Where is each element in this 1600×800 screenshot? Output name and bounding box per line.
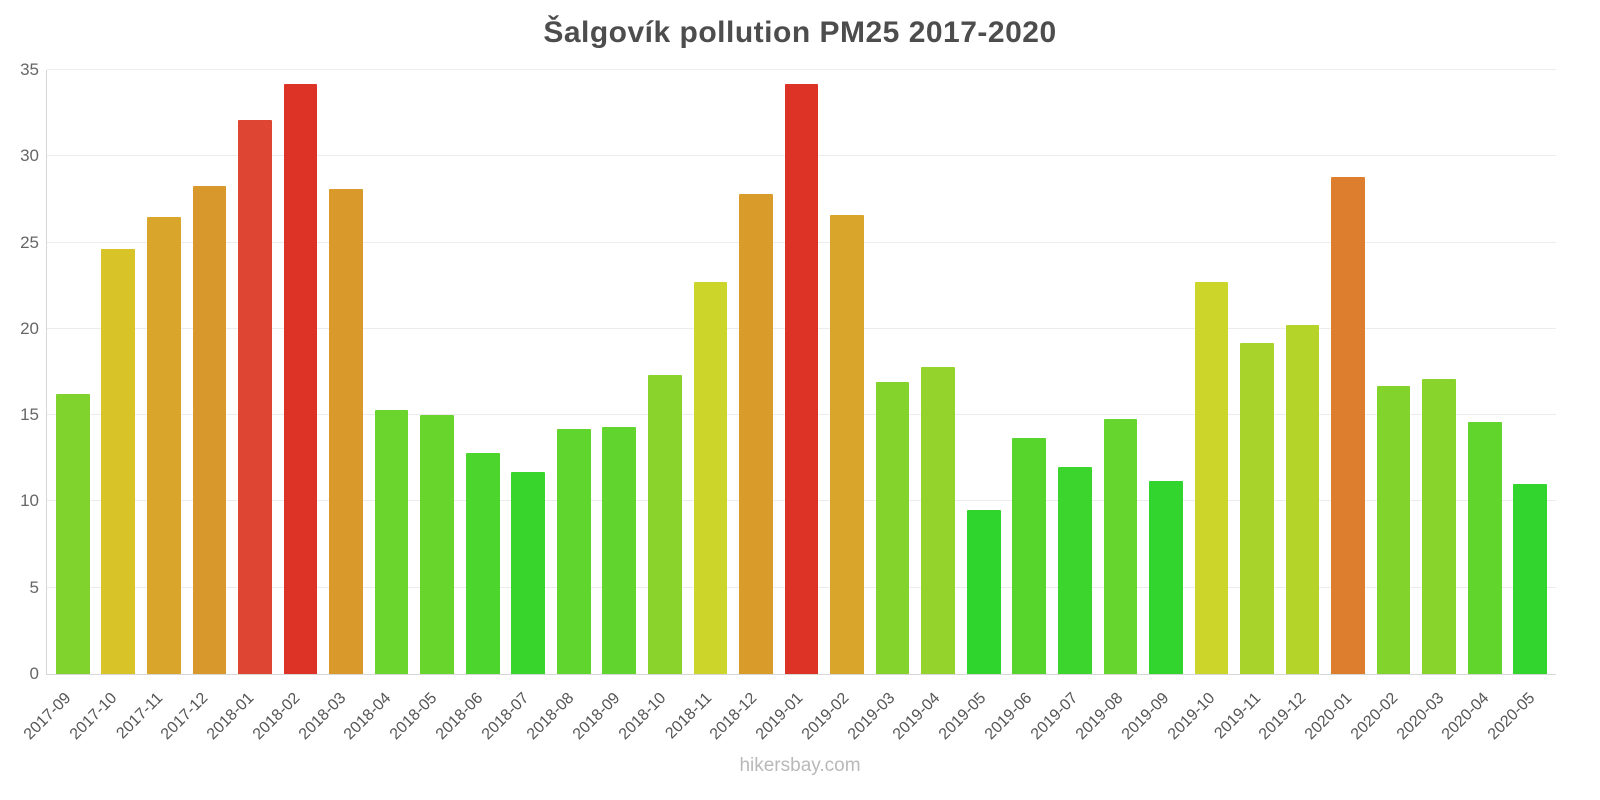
bar[interactable] (55, 394, 90, 674)
bar-slot (96, 70, 142, 674)
bar-slot (597, 70, 643, 674)
bar[interactable] (784, 83, 819, 674)
bar[interactable] (875, 382, 910, 674)
grid-line (47, 69, 1556, 70)
bar-slot (414, 70, 460, 674)
bar[interactable] (1149, 480, 1183, 674)
y-tick-label: 15 (20, 405, 39, 425)
bar[interactable] (602, 427, 637, 674)
bar-slot (642, 70, 688, 674)
y-tick-label: 35 (20, 60, 39, 79)
bar[interactable] (374, 409, 409, 674)
bar[interactable] (101, 249, 136, 674)
bar[interactable] (1513, 484, 1548, 674)
bar-slot (50, 70, 96, 674)
bar[interactable] (192, 185, 227, 674)
x-tick-label: 2017-09 (20, 689, 75, 744)
chart-title: Šalgovík pollution PM25 2017-2020 (543, 16, 1057, 49)
bar[interactable] (1422, 378, 1457, 674)
bar-slot (915, 70, 961, 674)
bar-slot (824, 70, 870, 674)
bar[interactable] (830, 214, 864, 674)
bar[interactable] (283, 83, 318, 674)
x-slot: 2020-05 (1485, 677, 1556, 752)
bar[interactable] (1057, 466, 1092, 674)
y-tick-label: 10 (20, 491, 39, 511)
y-tick-label: 30 (20, 146, 39, 166)
bar-slot (505, 70, 551, 674)
bar-slot (323, 70, 369, 674)
bar-slot (1234, 70, 1280, 674)
y-tick-label: 25 (20, 232, 39, 252)
bar-slot (1052, 70, 1098, 674)
bar[interactable] (1012, 437, 1047, 674)
bar[interactable] (1376, 385, 1411, 674)
x-axis: 2017-09 2017-10 2017-11 2017-12 2018-01 2018-… (21, 677, 1556, 752)
bar-slot (688, 70, 734, 674)
bar[interactable] (420, 415, 454, 674)
bar[interactable] (465, 453, 500, 674)
bar-slot (961, 70, 1007, 674)
bar-slot (1098, 70, 1144, 674)
bar-slot (1143, 70, 1189, 674)
bar-slot (733, 70, 779, 674)
bar-slot (141, 70, 187, 674)
bar-slot (1325, 70, 1371, 674)
plot-area: 0 5 10 15 20 25 30 35 (20, 61, 1556, 683)
bar-slot (232, 70, 278, 674)
watermark: hikersbay.com (739, 755, 861, 776)
bar[interactable] (1103, 418, 1138, 674)
bar[interactable] (1331, 177, 1365, 674)
bar-slot (1189, 70, 1235, 674)
bar-slot (870, 70, 916, 674)
bar-slot (278, 70, 324, 674)
bar[interactable] (1285, 325, 1320, 674)
bar[interactable] (1194, 282, 1229, 674)
y-tick-label: 20 (20, 318, 39, 338)
bar-slot (551, 70, 597, 674)
bar-slot (1371, 70, 1417, 674)
bar[interactable] (921, 366, 956, 674)
bar-slot (460, 70, 506, 674)
bar-slot (1280, 70, 1326, 674)
bar[interactable] (238, 120, 272, 674)
bars (47, 70, 1556, 674)
bar-slot (779, 70, 825, 674)
bar-slot (1416, 70, 1462, 674)
bar-slot (1006, 70, 1052, 674)
bar[interactable] (693, 282, 728, 674)
bar[interactable] (1240, 342, 1274, 674)
bar-slot (369, 70, 415, 674)
y-tick-label: 0 (29, 664, 39, 683)
bar[interactable] (966, 510, 1001, 674)
bar[interactable] (1467, 422, 1502, 674)
bar[interactable] (329, 189, 363, 674)
bar[interactable] (147, 216, 181, 674)
bar[interactable] (511, 472, 546, 674)
y-tick-label: 5 (29, 577, 39, 597)
bar[interactable] (648, 375, 682, 674)
bar[interactable] (556, 428, 591, 674)
bar-slot (1508, 70, 1554, 674)
bar-slot (187, 70, 233, 674)
bar-slot (1462, 70, 1508, 674)
bar[interactable] (739, 194, 773, 674)
